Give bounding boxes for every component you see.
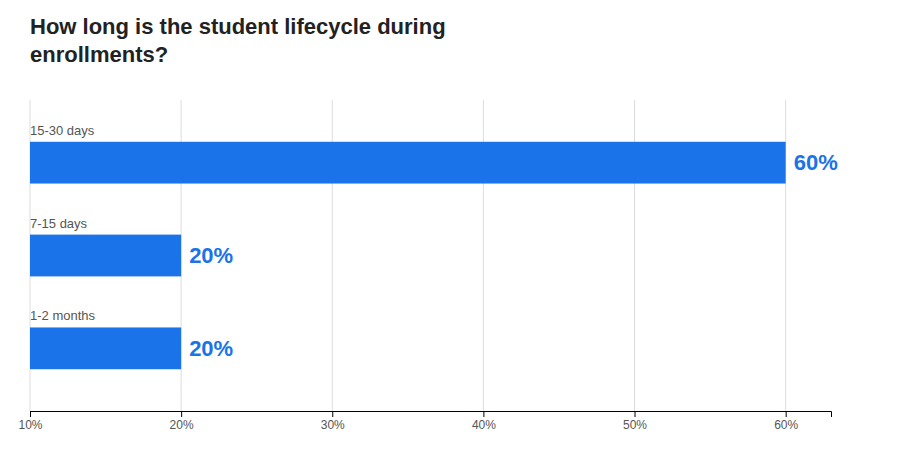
x-tick-label: 10%	[18, 418, 42, 432]
chart: How long is the student lifecycle during…	[0, 0, 901, 451]
grid	[30, 100, 786, 411]
category-label: 1-2 months	[30, 308, 96, 323]
category-label: 15-30 days	[30, 123, 95, 138]
x-tick-label: 20%	[170, 418, 194, 432]
x-tick: 10%	[18, 411, 42, 432]
data-label: 20%	[189, 243, 233, 268]
bar	[30, 235, 181, 277]
x-tick: 60%	[774, 411, 798, 432]
category-label: 7-15 days	[30, 216, 88, 231]
x-tick-label: 60%	[774, 418, 798, 432]
x-tick-mark	[181, 411, 182, 417]
x-axis: 10% 20% 30% 40% 50% 60%	[18, 411, 831, 432]
x-tick-mark	[786, 411, 787, 417]
plot: 15-30 days7-15 days1-2 months60%20%20%10…	[18, 100, 837, 432]
x-tick: 50%	[623, 411, 647, 432]
data-label: 60%	[794, 150, 838, 175]
x-tick-mark	[30, 411, 31, 417]
x-tick-label: 30%	[321, 418, 345, 432]
bar	[30, 142, 786, 184]
x-tick: 20%	[170, 411, 194, 432]
category-labels: 15-30 days 7-15 days 1-2 months	[30, 123, 96, 324]
x-tick-label: 50%	[623, 418, 647, 432]
bar	[30, 327, 181, 369]
x-tick: 40%	[472, 411, 496, 432]
x-axis-line	[31, 412, 832, 418]
data-labels: 60% 20% 20%	[189, 150, 838, 361]
title: How long is the student lifecycle during…	[30, 14, 446, 67]
x-tick-mark	[635, 411, 636, 417]
bars	[30, 142, 786, 369]
data-label: 20%	[189, 336, 233, 361]
x-tick-label: 40%	[472, 418, 496, 432]
x-tick: 30%	[321, 411, 345, 432]
x-tick-mark	[332, 411, 333, 417]
x-tick-mark	[483, 411, 484, 417]
